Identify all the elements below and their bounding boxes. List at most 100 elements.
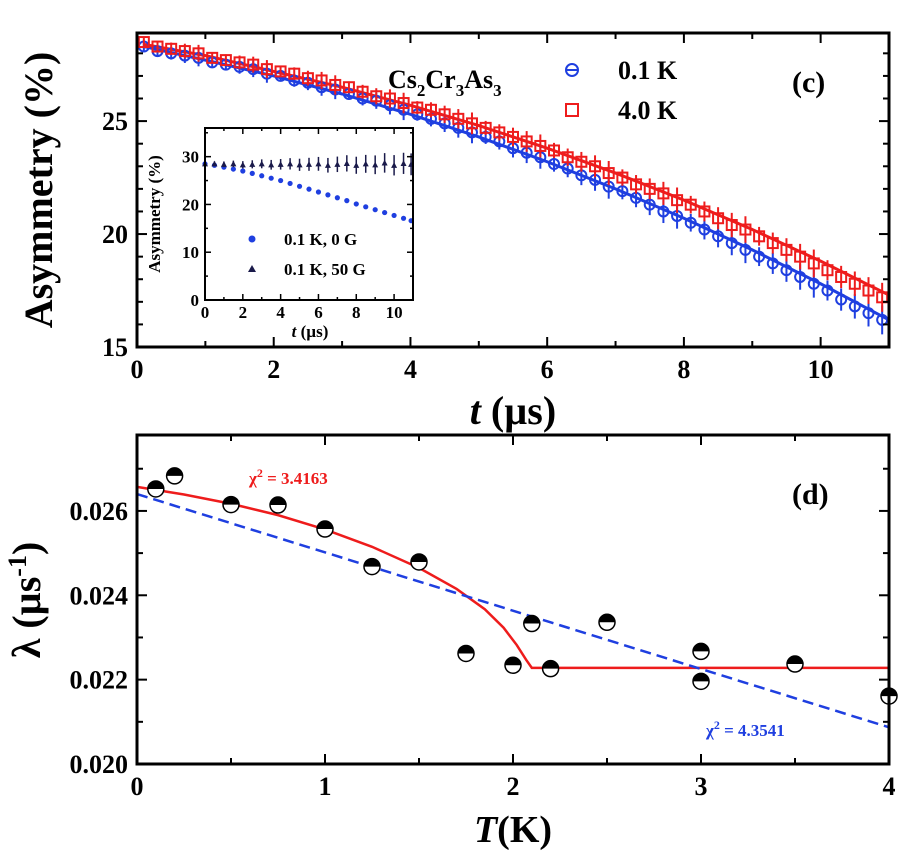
inset-point-1-1	[211, 160, 218, 167]
inset-point-1-7	[268, 161, 275, 168]
point-1-53	[862, 284, 875, 297]
inset-point-0-10	[296, 183, 303, 189]
point-1-26	[493, 126, 506, 139]
d-ytick-label: 0.020	[70, 750, 129, 779]
compound-sub-3: 3	[493, 81, 502, 100]
fit-curve-1	[136, 492, 890, 729]
inset-point-0-3	[230, 166, 236, 172]
point-0-53	[862, 307, 875, 320]
lambda-point-fill-10	[542, 660, 559, 669]
point-1-34	[602, 167, 615, 180]
c-ytick-label: 20	[102, 220, 128, 249]
panel-d-ylabel-sup: -1	[3, 555, 32, 577]
inset-point-0-11	[306, 186, 312, 192]
lambda-point-fill-4	[317, 521, 333, 530]
point-0-48	[794, 270, 807, 283]
inset-point-0-13	[325, 192, 331, 198]
legend-label-4.0K: 4.0 K	[618, 96, 678, 125]
point-1-30	[548, 144, 561, 157]
compound-sub-1: 2	[417, 81, 426, 100]
point-1-50	[821, 264, 834, 277]
compound-el-3: As	[464, 65, 493, 94]
inset-point-0-7	[268, 175, 274, 181]
inset-point-1-5	[249, 161, 256, 167]
lambda-point-fill-5	[364, 558, 380, 567]
d-xtick-label: 1	[319, 772, 332, 801]
lambda-point-fill-6	[411, 553, 427, 562]
point-1-37	[643, 182, 656, 195]
d-xtick-label: 2	[507, 772, 520, 801]
point-1-3	[178, 45, 191, 58]
point-0-54	[876, 313, 889, 326]
point-0-42	[712, 230, 725, 243]
inset-point-1-10	[296, 161, 303, 168]
point-1-52	[848, 277, 861, 290]
point-1-17	[370, 90, 383, 103]
fit-label-blue-chi: χ	[705, 721, 714, 740]
d-ytick-label: 0.022	[70, 666, 129, 695]
panel-d-xlabel-unit: (K)	[497, 809, 552, 851]
lambda-point-fill-1	[166, 467, 183, 476]
panel-c-tag: (c)	[792, 66, 825, 99]
inset-point-1-6	[258, 160, 265, 167]
lambda-point-fill-14	[787, 656, 803, 665]
point-1-44	[739, 223, 752, 236]
point-0-43	[725, 237, 738, 250]
inset-point-1-17	[362, 160, 369, 167]
inset-xtick-label: 4	[276, 303, 285, 322]
c-xtick-label: 10	[808, 355, 834, 384]
inset-xtick-label: 6	[314, 303, 323, 322]
inset-point-1-11	[306, 161, 312, 167]
compound-el-1: Cs	[388, 65, 417, 94]
inset-point-1-14	[334, 161, 341, 167]
panel-d-ticks: 0 1 2 3 4 0.020 0.022 0.024 0.026	[70, 435, 896, 801]
point-1-8	[247, 58, 260, 71]
point-1-21	[424, 103, 437, 116]
lambda-point-fill-12	[693, 643, 709, 652]
inset-point-0-12	[315, 189, 322, 195]
c-xtick-label: 2	[267, 355, 280, 384]
point-0-46	[766, 257, 779, 270]
panel-c-xlabel-var: t	[470, 388, 483, 433]
point-1-15	[342, 81, 355, 94]
inset-point-0-15	[344, 198, 350, 204]
fit-label-red-value: = 3.4163	[263, 469, 328, 488]
panel-c-frame	[135, 31, 891, 349]
inset-xlabel-unit: (µs)	[296, 322, 328, 341]
point-1-39	[671, 194, 684, 207]
point-1-32	[575, 155, 588, 168]
panel-d-ylabel-main: λ (µs	[4, 577, 49, 659]
point-1-45	[753, 230, 766, 243]
inset-point-1-20	[391, 162, 398, 168]
lambda-point-fill-8	[505, 657, 521, 666]
point-1-41	[698, 205, 711, 218]
panel-d-fit-lines	[136, 485, 890, 729]
lambda-point-fill-7	[458, 645, 474, 654]
point-1-31	[561, 151, 574, 164]
lambda-point-fill-11	[599, 614, 615, 623]
inset-legend-label-0G: 0.1 K, 0 G	[284, 230, 357, 249]
inset-point-0-14	[334, 195, 340, 201]
point-1-16	[356, 85, 369, 98]
point-1-14	[329, 78, 342, 91]
legend-marker-4.0K	[565, 103, 579, 117]
point-1-51	[835, 270, 848, 283]
point-1-5	[206, 51, 219, 64]
point-1-49	[807, 257, 820, 270]
panel-c-points	[137, 36, 889, 335]
inset-point-0-6	[259, 173, 265, 179]
inset-background	[205, 128, 413, 300]
inset-points	[202, 152, 415, 224]
c-xtick-label: 8	[677, 355, 690, 384]
fit-label-blue-value: = 4.3541	[720, 721, 785, 740]
inset-point-0-21	[400, 215, 407, 221]
lambda-point-fill-2	[223, 496, 239, 505]
legend-label-0.1K: 0.1 K	[618, 56, 678, 85]
inset-point-1-4	[239, 161, 246, 168]
lambda-point-fill-9	[523, 615, 540, 624]
point-1-1	[151, 40, 164, 53]
point-0-38	[657, 205, 670, 218]
panel-d-xlabel-var: T	[474, 809, 499, 851]
inset-legend-marker-0G	[248, 235, 256, 243]
